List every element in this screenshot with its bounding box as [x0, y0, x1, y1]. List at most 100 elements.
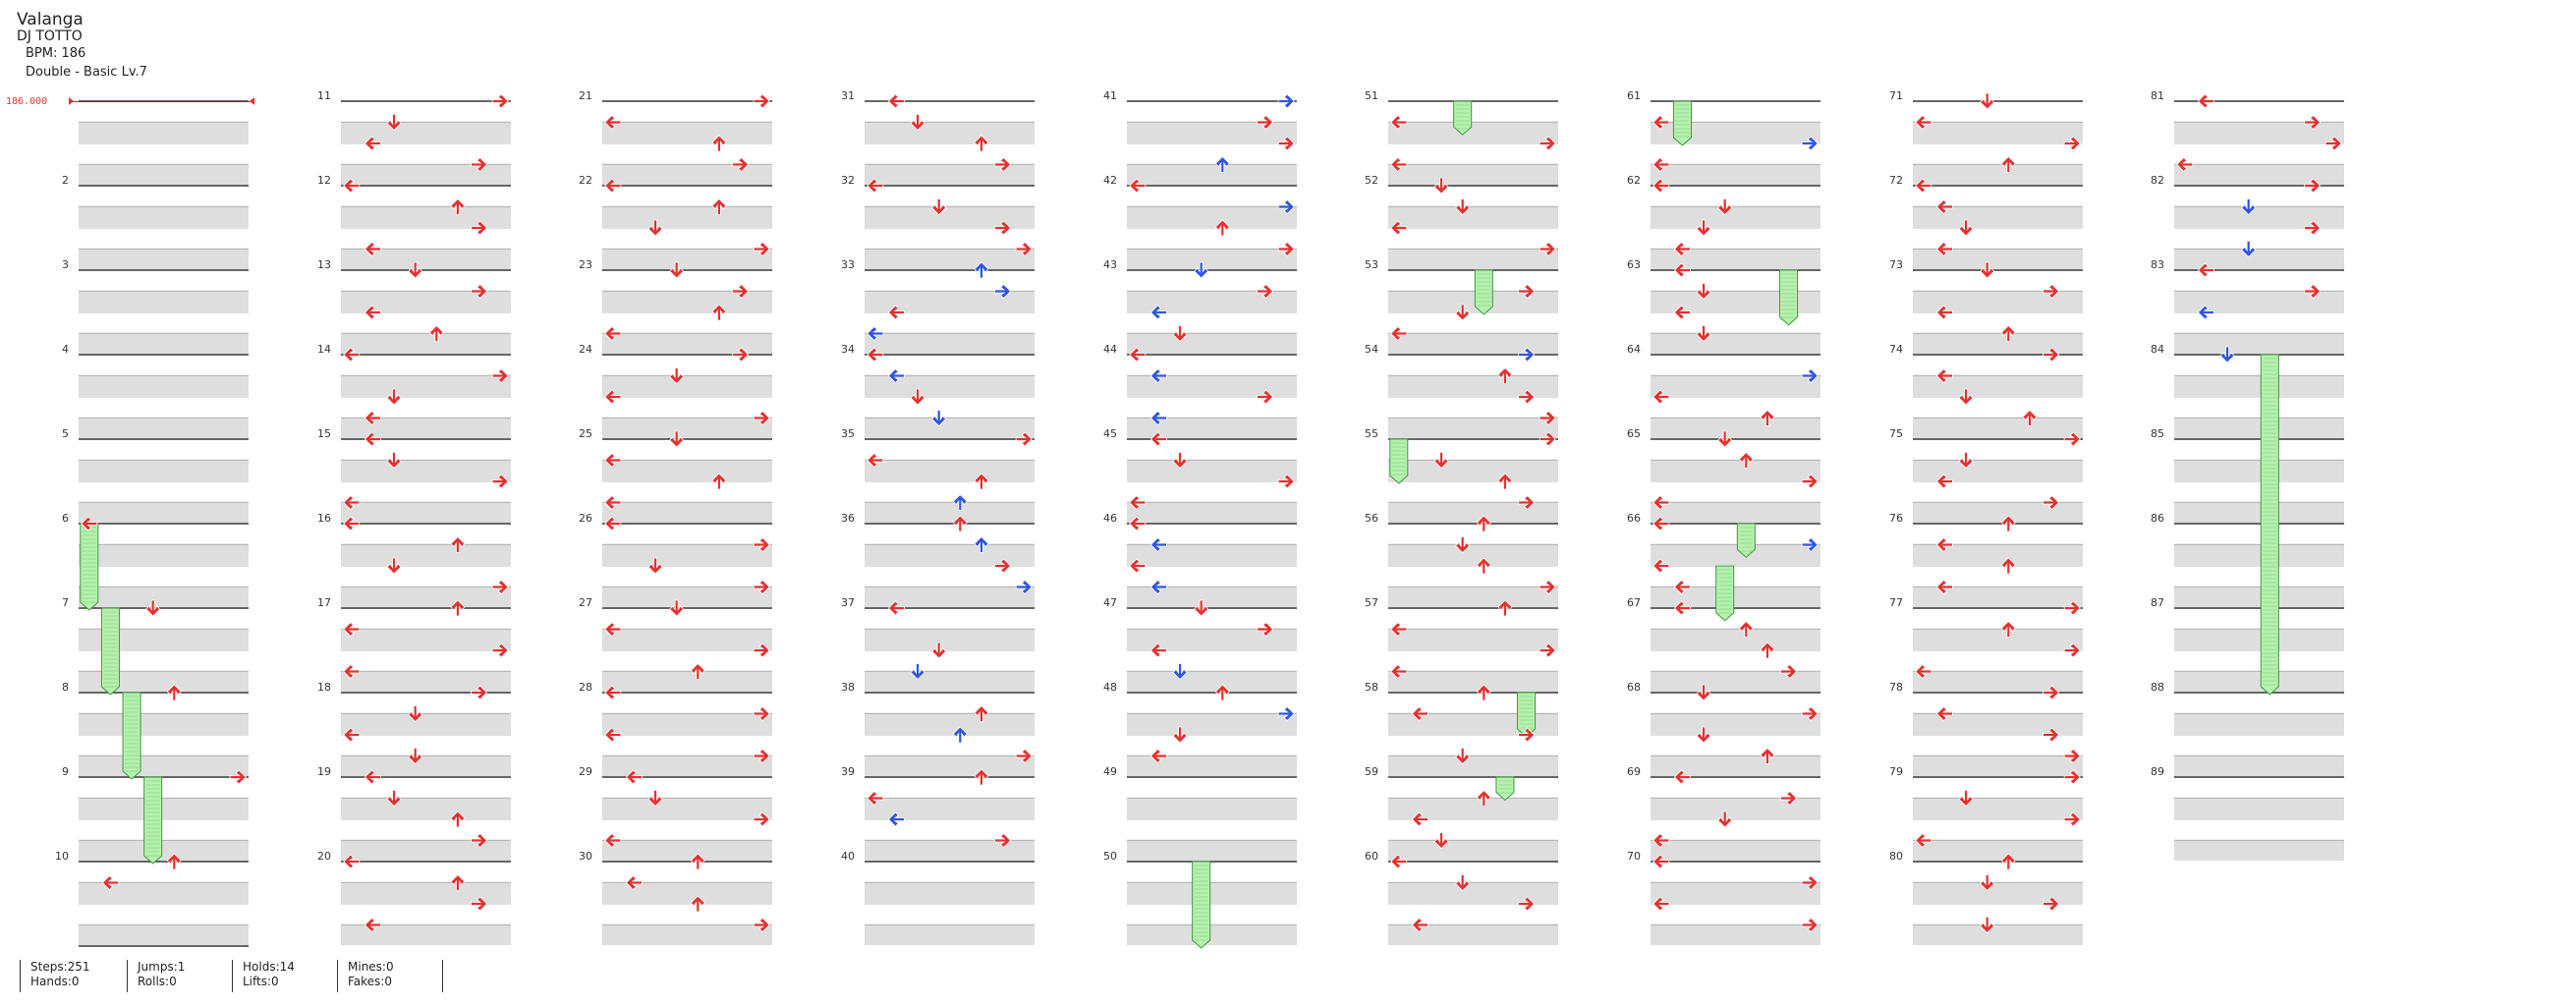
beat-stripe [1651, 205, 1820, 227]
measure-block [2174, 354, 2344, 438]
measure-block [1388, 269, 1558, 354]
arrow-up-icon [2000, 853, 2016, 870]
beat-stripe [1127, 628, 1297, 649]
beat-stripe [1127, 712, 1297, 734]
measure-block [341, 861, 511, 945]
arrow-up-icon [952, 726, 968, 744]
measure-number: 36 [841, 512, 855, 525]
arrow-left-icon [2197, 305, 2214, 320]
arrow-up-icon [1214, 155, 1230, 173]
arrow-left-icon [1652, 558, 1670, 574]
measure-number: 75 [1889, 427, 1903, 440]
arrow-down-icon [931, 642, 947, 659]
arrow-left-icon [1390, 156, 1408, 173]
arrow-right-icon [2304, 178, 2322, 194]
beat-stripe [865, 501, 1035, 523]
beat-stripe [1651, 839, 1820, 861]
arrow-left-icon [1935, 705, 1953, 722]
beat-stripe [602, 459, 772, 480]
measure-number: 29 [579, 765, 592, 778]
beat-stripe [1388, 628, 1558, 649]
arrow-up-icon [2000, 515, 2016, 532]
measure-block [2174, 776, 2344, 861]
beat-stripe [1388, 797, 1558, 818]
arrow-right-icon [753, 705, 770, 722]
measure-block [1651, 776, 1820, 861]
arrow-up-icon [974, 473, 989, 490]
beat-stripe [341, 459, 511, 480]
measure-number: 24 [579, 343, 592, 356]
arrow-left-icon [1411, 811, 1428, 827]
arrow-right-icon [229, 769, 247, 785]
arrow-down-icon [1696, 684, 1711, 701]
measure-number: 9 [62, 765, 69, 778]
arrow-down-icon [1696, 325, 1711, 343]
arrow-down-icon [1455, 748, 1471, 765]
beat-stripe [602, 586, 772, 607]
beat-stripe [1127, 881, 1297, 903]
hold-note [122, 692, 141, 780]
hold-note [1389, 438, 1409, 484]
arrow-right-icon [1539, 241, 1556, 257]
arrow-down-icon [408, 748, 423, 765]
lane-grid [79, 100, 2344, 947]
hold-note [2260, 354, 2279, 696]
arrow-right-icon [1780, 663, 1798, 680]
beat-stripe [865, 121, 1035, 142]
arrow-down-icon [1696, 219, 1711, 237]
measure-block [79, 438, 249, 523]
measure-number: 57 [1365, 596, 1378, 609]
arrow-down-icon [1980, 261, 1995, 279]
beat-stripe [1651, 586, 1820, 607]
beat-stripe [1388, 205, 1558, 227]
measure-block [1913, 354, 2083, 438]
measure-block [1388, 861, 1558, 945]
arrow-left-icon [101, 874, 119, 891]
arrow-right-icon [471, 685, 488, 700]
arrow-up-icon [450, 197, 466, 215]
beat-stripe [1388, 163, 1558, 185]
arrow-down-icon [408, 261, 423, 279]
arrow-left-icon [343, 621, 361, 638]
arrow-right-icon [753, 643, 770, 658]
hold-note [1715, 565, 1735, 622]
measure-number: 76 [1889, 512, 1903, 525]
arrow-up-icon [428, 324, 444, 342]
arrow-left-icon [1652, 854, 1670, 869]
beat-stripe [1651, 121, 1820, 142]
beat-stripe [602, 881, 772, 903]
beat-stripe [79, 417, 249, 438]
arrow-left-icon [1149, 536, 1167, 553]
arrow-up-icon [1476, 515, 1491, 532]
arrow-down-icon [386, 557, 402, 575]
arrow-left-icon [1652, 832, 1670, 849]
fakes-count: Fakes:0 [348, 975, 392, 988]
measure-block [1388, 100, 1558, 185]
lifts-count: Lifts:0 [243, 975, 279, 988]
arrow-down-icon [910, 388, 925, 406]
measure-block [79, 354, 249, 438]
arrow-right-icon [2063, 811, 2081, 827]
beat-stripe [2174, 121, 2344, 142]
beat-stripe [79, 543, 249, 565]
arrow-left-icon [1673, 579, 1691, 595]
measure-number: 45 [1103, 427, 1117, 440]
beat-stripe [1388, 248, 1558, 269]
beat-stripe [341, 797, 511, 818]
arrow-down-icon [1717, 810, 1733, 828]
measure-number: 65 [1627, 427, 1641, 440]
arrow-down-icon [1958, 452, 1974, 470]
measure-number: 86 [2151, 512, 2164, 525]
beat-stripe [341, 417, 511, 438]
arrow-left-icon [364, 431, 381, 447]
measure-block [1127, 185, 1297, 269]
arrow-right-icon [1257, 389, 1274, 405]
arrow-up-icon [1214, 684, 1230, 701]
beat-stripe [2174, 839, 2344, 861]
arrow-up-icon [1760, 642, 1775, 659]
measure-block [602, 861, 772, 945]
measure-number: 41 [1103, 89, 1117, 102]
measure-block [2174, 607, 2344, 692]
arrow-right-icon [2043, 347, 2060, 363]
arrow-left-icon [343, 494, 361, 511]
